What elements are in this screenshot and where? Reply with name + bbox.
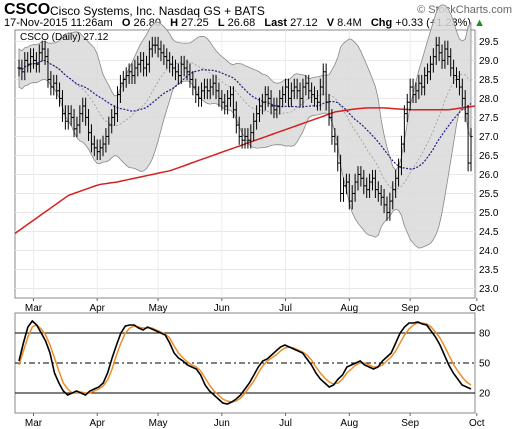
price-legend: CSCO (Daily) 27.12	[20, 32, 109, 43]
low-label: L	[217, 17, 225, 29]
last-label: Last	[264, 17, 287, 29]
stoch-y-tick-label: 80	[479, 329, 491, 340]
price-y-tick-label: 28.0	[479, 94, 499, 105]
up-triangle-icon: ▲	[474, 17, 486, 29]
stoch-x-tick-label: Aug	[340, 418, 358, 429]
price-y-tick-label: 29.0	[479, 56, 499, 67]
price-x-tick-label: Mar	[25, 303, 43, 314]
stoch-panel-frame	[14, 312, 476, 414]
high-value: 27.25	[181, 17, 209, 29]
price-x-tick-label: May	[149, 303, 168, 314]
header-company: Cisco Systems, Inc. Nasdaq GS + BATS	[50, 4, 265, 18]
low-value: 26.68	[227, 17, 256, 29]
price-y-tick-label: 24.5	[479, 227, 499, 238]
price-panel: 29.5 29.0 28.5 28.0 27.5 27.0 26.5 26.0 25.5 25.0…	[14, 4, 499, 299]
price-y-tick-label: 27.0	[479, 132, 499, 143]
price-x-tick-label: Apr	[89, 303, 105, 314]
stochastic-panel: 80 50 20	[14, 312, 491, 414]
price-y-tick-label: 25.5	[479, 189, 499, 200]
price-x-tick-label: Jun	[214, 303, 230, 314]
stoch-y-tick-label: 50	[479, 359, 491, 370]
ohlc-bar	[469, 128, 473, 172]
price-y-tick-label: 28.5	[479, 75, 499, 86]
company-name: Cisco Systems, Inc.	[50, 4, 156, 18]
price-y-tick-label: 23.0	[479, 284, 499, 295]
price-x-tick-label: Jul	[279, 303, 292, 314]
price-x-tick-label: Oct	[469, 303, 485, 314]
open-label: O	[121, 17, 131, 29]
ohlc-bars	[17, 36, 473, 221]
stoch-x-tick-label: May	[149, 418, 168, 429]
change-label: Chg	[370, 17, 393, 29]
price-y-tick-label: 25.0	[479, 208, 499, 219]
price-y-tick-label: 29.5	[479, 37, 499, 48]
volume-label: V	[326, 17, 335, 29]
stoch-x-tick-label: Sep	[401, 418, 419, 429]
price-y-tick-label: 26.5	[479, 151, 499, 162]
stoch-x-tick-label: Jul	[279, 418, 292, 429]
stoch-x-tick-label: Apr	[89, 418, 105, 429]
stoch-d-line	[18, 322, 472, 403]
price-y-ticks: 29.5 29.0 28.5 28.0 27.5 27.0 26.5 26.0 25.5 25.0…	[479, 37, 499, 295]
sma-50-line	[18, 59, 472, 170]
stoch-k-line	[18, 319, 472, 405]
stoch-x-tick-label: Jun	[214, 418, 230, 429]
x-axis-labels: Mar Mar Apr Apr May May Jun Jun Jul Jul Aug Aug Sep S…	[25, 298, 485, 429]
stoch-x-tick-label: Oct	[469, 418, 485, 429]
stoch-x-tick-label: Mar	[25, 418, 43, 429]
price-y-tick-label: 27.5	[479, 113, 499, 124]
last-value: 27.12	[290, 17, 318, 29]
exchange-name: Nasdaq GS + BATS	[158, 4, 265, 18]
price-x-tick-label: Aug	[340, 303, 358, 314]
quote-date: 17-Nov-2015 11:26am	[4, 17, 113, 29]
price-y-tick-label: 24.0	[479, 246, 499, 257]
volume-value: 8.4M	[337, 17, 362, 29]
price-y-tick-label: 26.0	[479, 170, 499, 181]
ticker-symbol: CSCO	[4, 1, 51, 18]
stoch-y-tick-label: 20	[479, 389, 491, 400]
price-x-tick-label: Sep	[401, 303, 419, 314]
stoch-y-ticks: 80 50 20	[479, 329, 491, 400]
price-y-tick-label: 23.5	[479, 265, 499, 276]
high-label: H	[170, 17, 179, 29]
